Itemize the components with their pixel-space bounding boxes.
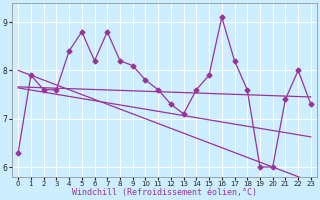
X-axis label: Windchill (Refroidissement éolien,°C): Windchill (Refroidissement éolien,°C) (72, 188, 257, 197)
